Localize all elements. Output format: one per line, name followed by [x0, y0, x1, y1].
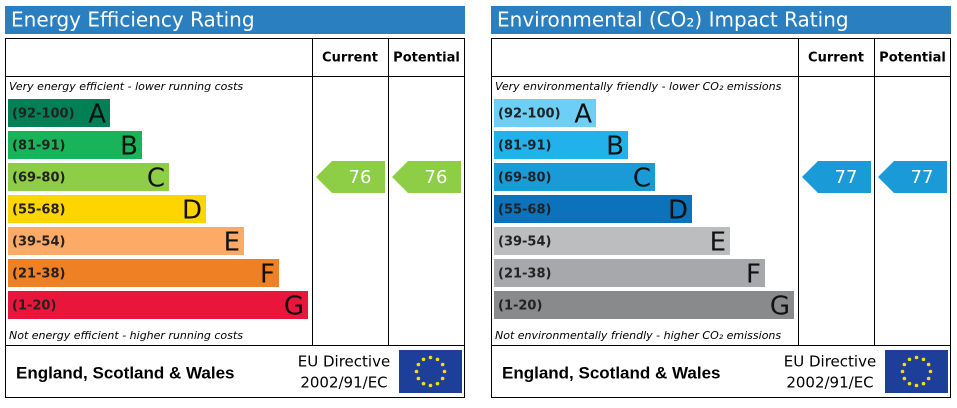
rating-arrow [392, 161, 461, 193]
rating-arrow [316, 161, 385, 193]
band-letter: E [224, 228, 240, 258]
band-bar [494, 99, 596, 127]
band-range: (69-80) [12, 171, 65, 186]
column-header: Current [322, 51, 378, 66]
bottom-note: Not energy efficient - higher running co… [9, 329, 243, 342]
eu-star [921, 357, 926, 362]
band-letter: G [284, 292, 304, 322]
eu-star [435, 381, 440, 386]
band-range: (55-68) [498, 203, 551, 218]
top-note: Very energy efficient - lower running co… [9, 80, 243, 93]
column-header: Potential [879, 51, 946, 66]
band-range: (39-54) [498, 235, 551, 250]
band-letter: G [770, 292, 790, 322]
eu-star [907, 357, 912, 362]
eu-star [926, 362, 931, 367]
eu-star [440, 376, 445, 381]
band-letter: B [606, 132, 624, 162]
panel-title: Energy Efficiency Rating [11, 8, 255, 32]
band-letter: C [633, 164, 651, 194]
eu-star [440, 362, 445, 367]
band-bar [8, 99, 110, 127]
rating-value: 76 [349, 167, 372, 188]
eu-star [428, 355, 433, 360]
band-bar [8, 163, 169, 191]
eu-star [902, 376, 907, 381]
title-bar [491, 6, 951, 34]
band-range: (55-68) [12, 203, 65, 218]
top-note: Very environmentally friendly - lower CO… [495, 80, 782, 93]
bottom-note: Not environmentally friendly - higher CO… [495, 329, 781, 342]
eu-star [416, 376, 421, 381]
band-bar [8, 195, 206, 223]
eu-star [421, 357, 426, 362]
column-header: Current [808, 51, 864, 66]
directive-line: EU Directive [784, 353, 876, 371]
band-range: (81-91) [498, 139, 551, 154]
band-range: (21-38) [498, 267, 551, 282]
band-bar [8, 291, 308, 319]
eu-star [421, 381, 426, 386]
footer-region: England, Scotland & Wales [502, 363, 721, 382]
panel-frame [5, 38, 465, 398]
directive-line: 2002/91/EC [786, 374, 873, 392]
eu-star [926, 376, 931, 381]
eu-star [428, 383, 433, 388]
band-range: (39-54) [12, 235, 65, 250]
band-range: (21-38) [12, 267, 65, 282]
eu-star [902, 362, 907, 367]
band-range: (1-20) [12, 299, 56, 314]
band-letter: F [746, 260, 761, 290]
rating-arrow [878, 161, 947, 193]
band-range: (1-20) [498, 299, 542, 314]
band-letter: B [120, 132, 138, 162]
directive-line: EU Directive [298, 353, 390, 371]
band-bar [494, 291, 794, 319]
eu-star [921, 381, 926, 386]
eu-star [414, 369, 419, 374]
band-range: (92-100) [498, 107, 561, 122]
eu-star [435, 357, 440, 362]
eu-star [416, 362, 421, 367]
band-bar [494, 195, 692, 223]
panel-frame [491, 38, 951, 398]
directive-line: 2002/91/EC [300, 374, 387, 392]
eu-star [914, 355, 919, 360]
band-letter: D [668, 196, 688, 226]
band-letter: E [710, 228, 726, 258]
rating-arrow [802, 161, 871, 193]
band-letter: A [574, 100, 592, 130]
band-range: (92-100) [12, 107, 75, 122]
rating-value: 76 [425, 167, 448, 188]
band-bar [8, 259, 279, 287]
band-bar [494, 227, 730, 255]
panel-title: Environmental (CO₂) Impact Rating [497, 8, 849, 32]
band-letter: C [147, 164, 165, 194]
eu-star [900, 369, 905, 374]
band-bar [8, 227, 244, 255]
rating-value: 77 [911, 167, 934, 188]
eu-star [442, 369, 447, 374]
band-bar [494, 131, 628, 159]
column-header: Potential [393, 51, 460, 66]
band-range: (81-91) [12, 139, 65, 154]
band-letter: F [260, 260, 275, 290]
band-letter: A [88, 100, 106, 130]
footer-region: England, Scotland & Wales [16, 363, 235, 382]
eu-star [907, 381, 912, 386]
band-letter: D [182, 196, 202, 226]
eu-star [928, 369, 933, 374]
rating-value: 77 [835, 167, 858, 188]
band-range: (69-80) [498, 171, 551, 186]
eu-star [914, 383, 919, 388]
title-bar [5, 6, 465, 34]
band-bar [494, 163, 655, 191]
band-bar [8, 131, 142, 159]
band-bar [494, 259, 765, 287]
